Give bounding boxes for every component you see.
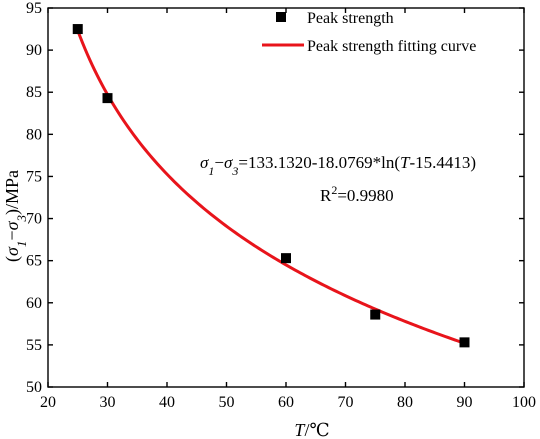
data-points-layer [72,24,470,348]
r-squared-superscript: 2 [331,183,337,197]
data-point [281,253,291,264]
x-tick-label: 90 [457,394,473,411]
y-axis-title-close: )/MPa [2,170,23,215]
equation-sigma-3: σ [224,153,233,172]
fitting-curve-layer [76,30,465,345]
x-tick-label: 60 [278,394,294,411]
legend-label-peak-strength: Peak strength [307,10,394,27]
y-tick-label: 65 [26,253,42,270]
axes: 20 30 40 50 60 70 80 90 100 50 55 60 65 70 75 80 85 90 95 [26,0,536,411]
equation-body: =133.1320-18.0769*ln( [238,153,400,172]
fitting-curve-line [76,30,465,345]
r-squared-label: R2=0.9980 [320,183,394,205]
r-squared-prefix: R [320,186,332,205]
r-squared-value: =0.9980 [337,186,393,205]
x-tick-label: 100 [512,394,536,411]
y-tick-label: 90 [26,42,42,59]
y-axis-title-subscript-1: 1 [14,241,29,248]
y-tick-label: 80 [26,126,42,143]
x-tick-label: 30 [100,394,116,411]
plot-frame [47,7,525,388]
y-axis-title: (σ1−σ3)/MPa [2,170,29,262]
y-tick-label: 85 [26,84,42,101]
x-tick-label: 20 [40,394,56,411]
legend-marker-peak-strength [276,12,286,22]
fit-equation: σ1−σ3=133.1320-18.0769*ln(T-15.4413) [200,153,476,178]
y-tick-label: 95 [26,0,42,17]
y-axis-title-subscript-3: 3 [14,215,29,223]
y-tick-label: 55 [26,337,42,354]
x-tick-label: 40 [159,394,175,411]
equation-variable-t: T [400,153,411,172]
x-axis-title: T/℃ [294,420,329,439]
y-tick-label: 70 [26,211,42,228]
x-axis-title-unit: /℃ [304,420,329,439]
y-axis-title-sigma-1: σ [2,246,22,256]
equation-dash: − [214,153,224,172]
equation-subscript-1: 1 [208,164,214,178]
x-tick-label: 80 [397,394,413,411]
y-axis-title-sigma-3: σ [2,220,22,230]
data-point [102,93,113,104]
equation-sigma-1: σ [200,153,209,172]
y-tick-label: 60 [26,295,42,312]
legend: Peak strength Peak strength fitting curv… [262,10,476,55]
y-tick-label: 75 [26,168,42,185]
x-tick-label: 70 [338,394,354,411]
x-tick-label: 50 [219,394,235,411]
data-point [459,337,470,348]
equation-tail: -15.4413) [409,153,476,172]
y-axis-title-open: ( [2,256,23,262]
legend-label-fitting-curve: Peak strength fitting curve [307,38,476,55]
y-tick-label: 50 [26,379,42,396]
data-point [72,24,83,35]
equation-subscript-3: 3 [231,164,238,178]
data-point [370,309,381,320]
x-axis-title-variable: T [294,420,306,439]
y-axis-title-dash: − [2,230,22,240]
